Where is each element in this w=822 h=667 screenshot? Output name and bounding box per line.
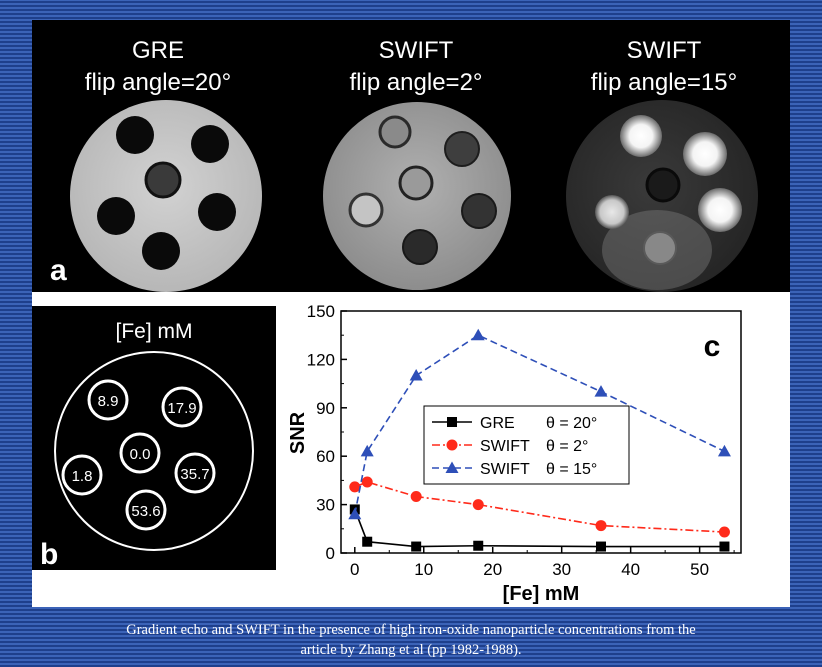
data-point xyxy=(594,385,608,397)
series-line xyxy=(354,509,725,548)
data-point xyxy=(411,541,422,552)
data-point xyxy=(349,481,361,493)
well-label: 0.0 xyxy=(130,446,151,463)
image-title-2-line2: flip angle=2° xyxy=(349,69,482,96)
y-tick-label: 30 xyxy=(316,496,335,515)
image-title-3-line2: flip angle=15° xyxy=(591,69,737,96)
well: 1.8 xyxy=(61,454,103,496)
data-point xyxy=(362,536,373,547)
y-tick-label: 120 xyxy=(307,350,335,369)
snr-chart: 0 30 60 90 120 150 0 10 20 30 40 50 GRE θ = 20° SWIFT… xyxy=(287,286,742,605)
data-point xyxy=(595,520,607,532)
legend-theta: θ = 15° xyxy=(546,461,597,478)
x-tick-label: 0 xyxy=(350,560,359,579)
figure-caption: Gradient echo and SWIFT in the presence … xyxy=(0,620,822,660)
data-point xyxy=(471,328,485,341)
y-tick-label: 150 xyxy=(307,302,335,321)
data-point xyxy=(596,541,606,552)
well: 53.6 xyxy=(125,489,167,531)
image-title-1-line1: GRE xyxy=(132,37,184,64)
panel-a-label: a xyxy=(50,254,67,287)
well-label: 17.9 xyxy=(167,400,196,417)
legend-box xyxy=(423,405,630,485)
series-2 xyxy=(348,328,731,520)
legend-series-name: SWIFT xyxy=(480,461,530,478)
well-label: 53.6 xyxy=(131,503,160,520)
series-0 xyxy=(349,504,730,552)
mri-images: GRE flip angle=20° SWIFT flip angle=2° S… xyxy=(50,37,758,292)
panel-c-label: c xyxy=(704,330,721,363)
legend-marker xyxy=(445,461,459,473)
data-point xyxy=(717,444,731,457)
y-tick-label: 90 xyxy=(316,399,335,418)
well-label: 35.7 xyxy=(180,466,209,483)
panel-c: 0 30 60 90 120 150 0 10 20 30 40 50 GRE θ = 20° SWIFT… xyxy=(286,286,786,606)
data-point xyxy=(410,491,422,503)
x-tick-label: 50 xyxy=(690,560,709,579)
y-axis-label: SNR xyxy=(287,411,309,454)
data-point xyxy=(348,507,362,520)
panel-b-label: b xyxy=(40,538,58,570)
legend-marker xyxy=(446,439,458,451)
legend-series-name: SWIFT xyxy=(480,438,530,455)
series-1 xyxy=(349,476,730,538)
panel-a: GRE flip angle=20° SWIFT flip angle=2° S… xyxy=(32,20,790,292)
legend-theta: θ = 2° xyxy=(546,438,588,455)
well: 0.0 xyxy=(119,432,161,474)
caption-line-2: article by Zhang et al (pp 1982-1988). xyxy=(300,642,522,658)
data-point xyxy=(719,541,730,552)
well-label: 8.9 xyxy=(98,393,119,410)
x-axis-label: [Fe] mM xyxy=(503,583,580,605)
gre-phantom-image xyxy=(70,100,262,292)
x-tick-label: 40 xyxy=(621,560,640,579)
legend-series-name: GRE xyxy=(480,415,515,432)
data-point xyxy=(472,499,484,511)
x-tick-label: 10 xyxy=(414,560,433,579)
y-tick-label: 60 xyxy=(316,447,335,466)
panel-b-title: [Fe] mM xyxy=(116,320,193,343)
x-tick-label: 30 xyxy=(552,560,571,579)
swift-2deg-phantom-image xyxy=(323,102,511,290)
data-point xyxy=(409,369,423,381)
swift-15deg-phantom-image xyxy=(566,100,758,292)
data-point xyxy=(473,540,484,551)
series-line xyxy=(354,334,725,515)
well-layout-diagram: [Fe] mM 8.9 17.9 0.0 1.8 35.7 53.6 b xyxy=(40,320,254,571)
well-label: 1.8 xyxy=(72,468,93,485)
panel-b: [Fe] mM 8.9 17.9 0.0 1.8 35.7 53.6 b xyxy=(32,306,276,571)
legend-marker xyxy=(447,417,457,427)
series-line xyxy=(354,481,725,533)
legend-theta: θ = 20° xyxy=(546,415,597,432)
image-title-3-line1: SWIFT xyxy=(627,37,702,64)
well: 17.9 xyxy=(161,386,203,428)
well: 35.7 xyxy=(174,452,216,494)
well: 8.9 xyxy=(87,379,129,421)
x-tick-label: 20 xyxy=(483,560,502,579)
image-title-1-line2: flip angle=20° xyxy=(85,69,231,96)
data-point xyxy=(360,444,374,457)
data-point xyxy=(718,526,730,538)
caption-line-1: Gradient echo and SWIFT in the presence … xyxy=(126,622,696,638)
data-point xyxy=(361,476,373,488)
image-title-2-line1: SWIFT xyxy=(379,37,454,64)
y-tick-label: 0 xyxy=(326,544,335,563)
